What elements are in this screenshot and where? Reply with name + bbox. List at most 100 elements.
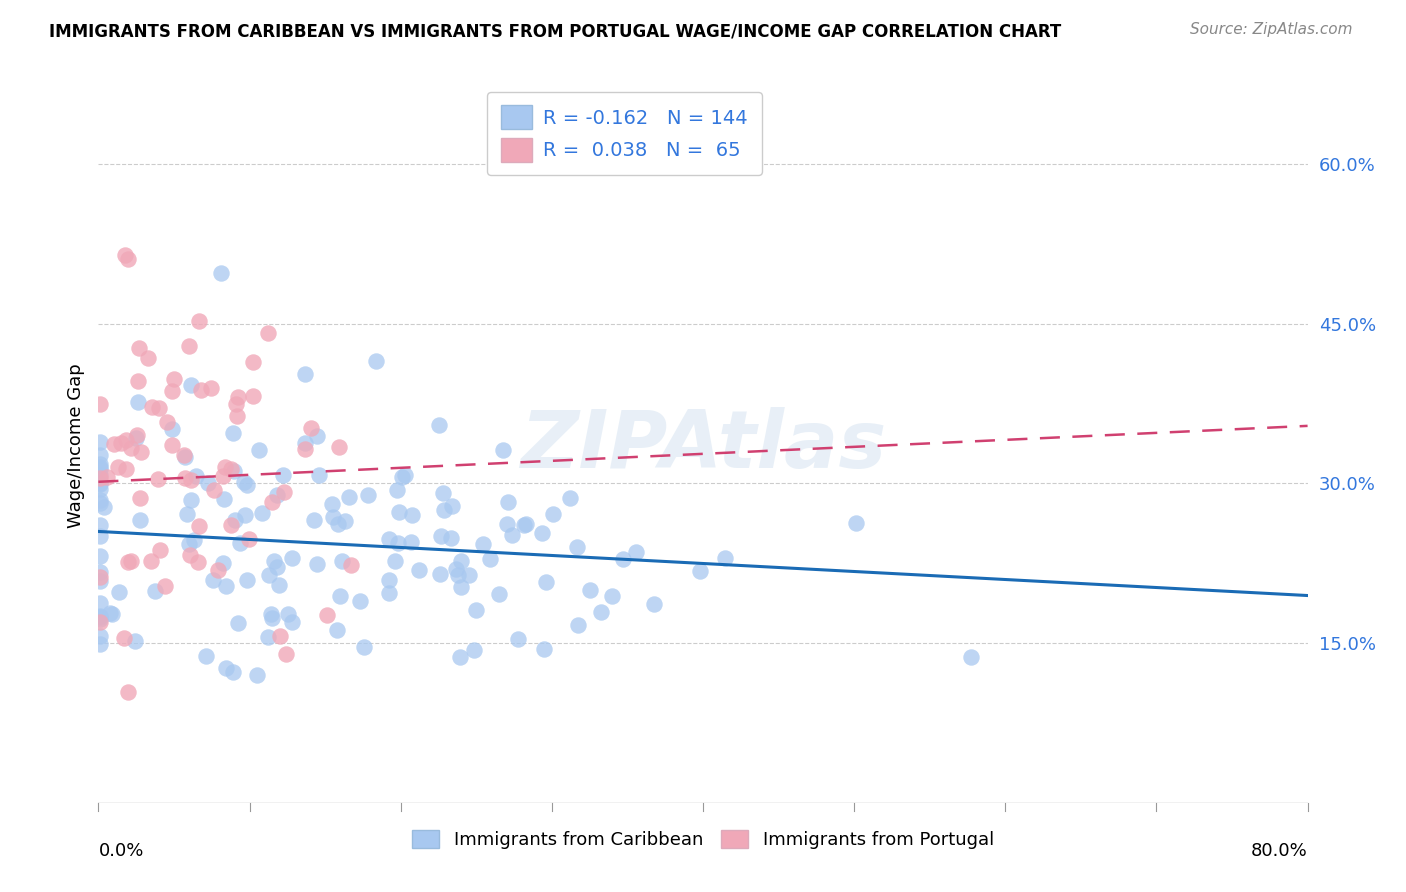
Point bbox=[458, 567, 481, 582]
Point bbox=[89, 565, 111, 579]
Point bbox=[446, 567, 468, 582]
Point bbox=[89, 529, 111, 543]
Point bbox=[174, 470, 197, 484]
Point bbox=[89, 493, 111, 508]
Point bbox=[430, 529, 453, 543]
Text: 80.0%: 80.0% bbox=[1251, 842, 1308, 860]
Point bbox=[377, 573, 399, 587]
Point bbox=[177, 537, 200, 551]
Point bbox=[242, 355, 264, 369]
Point bbox=[280, 550, 302, 565]
Point bbox=[260, 607, 283, 621]
Point bbox=[127, 394, 149, 409]
Point bbox=[103, 436, 125, 450]
Point bbox=[226, 390, 249, 404]
Point bbox=[689, 564, 711, 578]
Point bbox=[108, 585, 131, 599]
Point bbox=[299, 421, 322, 435]
Point bbox=[959, 650, 981, 665]
Point bbox=[212, 469, 235, 483]
Point bbox=[219, 517, 242, 532]
Point bbox=[558, 491, 581, 505]
Point bbox=[433, 503, 456, 517]
Point bbox=[179, 548, 201, 562]
Point bbox=[117, 555, 139, 569]
Point bbox=[129, 513, 152, 527]
Point bbox=[450, 580, 472, 594]
Point bbox=[173, 448, 195, 462]
Point bbox=[209, 267, 232, 281]
Point bbox=[224, 513, 246, 527]
Point bbox=[269, 629, 291, 643]
Point bbox=[567, 541, 589, 555]
Point bbox=[89, 608, 111, 623]
Point bbox=[385, 483, 408, 497]
Point bbox=[463, 643, 485, 657]
Point bbox=[257, 326, 280, 340]
Point bbox=[214, 491, 236, 506]
Point bbox=[180, 378, 202, 392]
Point bbox=[173, 450, 195, 464]
Point bbox=[236, 478, 259, 492]
Point bbox=[197, 476, 219, 491]
Point bbox=[160, 422, 183, 436]
Point bbox=[89, 448, 111, 462]
Point bbox=[207, 563, 229, 577]
Point bbox=[441, 499, 464, 513]
Point bbox=[384, 554, 406, 568]
Point bbox=[353, 640, 375, 654]
Point bbox=[136, 351, 159, 365]
Point bbox=[330, 554, 353, 568]
Point bbox=[226, 616, 249, 631]
Point bbox=[225, 396, 247, 410]
Y-axis label: Wage/Income Gap: Wage/Income Gap bbox=[66, 364, 84, 528]
Point bbox=[257, 567, 280, 582]
Point bbox=[305, 429, 328, 443]
Point bbox=[89, 615, 111, 629]
Point bbox=[89, 517, 111, 532]
Point bbox=[280, 615, 302, 629]
Point bbox=[89, 549, 111, 563]
Point bbox=[378, 586, 401, 600]
Point bbox=[328, 517, 350, 532]
Point bbox=[221, 462, 243, 476]
Point bbox=[472, 537, 495, 551]
Point bbox=[117, 252, 139, 266]
Point bbox=[222, 464, 245, 478]
Point bbox=[179, 339, 201, 353]
Point bbox=[110, 436, 132, 450]
Point bbox=[117, 685, 139, 699]
Point bbox=[100, 607, 122, 621]
Point bbox=[148, 401, 170, 416]
Point bbox=[600, 589, 623, 603]
Point bbox=[89, 574, 111, 588]
Point bbox=[89, 637, 111, 651]
Point bbox=[567, 618, 589, 632]
Point bbox=[190, 383, 212, 397]
Point bbox=[114, 434, 136, 448]
Point bbox=[440, 531, 463, 545]
Point bbox=[450, 554, 472, 568]
Point bbox=[364, 354, 387, 368]
Point bbox=[89, 483, 111, 497]
Point bbox=[530, 525, 553, 540]
Point bbox=[89, 457, 111, 471]
Point bbox=[96, 470, 118, 484]
Point bbox=[429, 566, 451, 581]
Point bbox=[89, 496, 111, 510]
Text: ZIPAtlas: ZIPAtlas bbox=[520, 407, 886, 485]
Point bbox=[233, 475, 256, 489]
Point bbox=[89, 476, 111, 491]
Point bbox=[120, 554, 142, 568]
Point bbox=[212, 557, 235, 571]
Point bbox=[163, 372, 186, 386]
Point bbox=[277, 607, 299, 621]
Point bbox=[93, 500, 115, 514]
Point bbox=[89, 434, 111, 449]
Point bbox=[308, 467, 330, 482]
Point bbox=[534, 574, 557, 589]
Point bbox=[149, 543, 172, 558]
Point bbox=[479, 552, 502, 566]
Point bbox=[124, 634, 146, 648]
Point bbox=[89, 460, 111, 475]
